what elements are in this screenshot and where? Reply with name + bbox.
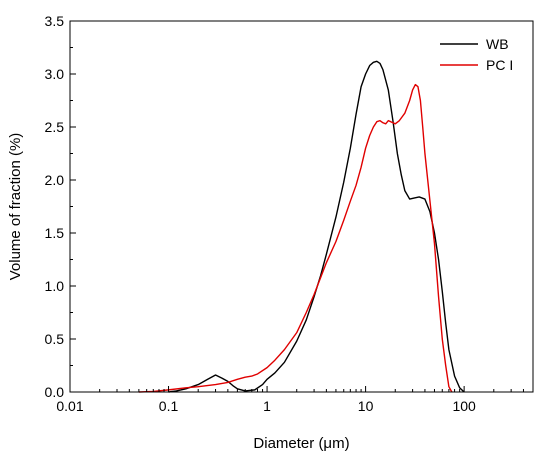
axis-tick-labels: 0.01 0.1 1 10 100 0.0 0.5 1.0 1.5 2.0 2.5 3.0 3.5: [45, 13, 476, 414]
y-tick-label: 2.0: [45, 172, 65, 188]
y-tick-label: 2.5: [45, 119, 65, 135]
legend-label: PC I: [486, 57, 513, 73]
y-tick-label: 1.0: [45, 278, 65, 294]
axis-ticks: [69, 20, 524, 393]
y-tick-label: 0.0: [45, 384, 65, 400]
x-axis-title: Diameter (μm): [253, 435, 349, 452]
plot-area: [138, 60, 465, 393]
x-tick-label: 10: [358, 398, 374, 414]
series-line-pc-i: [138, 83, 453, 393]
legend: WB PC I: [440, 36, 513, 73]
legend-label: WB: [486, 36, 509, 52]
x-tick-label: 100: [452, 398, 476, 414]
y-tick-label: 0.5: [45, 331, 65, 347]
x-tick-label: 0.01: [56, 398, 83, 414]
y-tick-label: 3.0: [45, 66, 65, 82]
series-line-wb: [168, 60, 465, 393]
x-tick-label: 1: [263, 398, 271, 414]
y-tick-label: 1.5: [45, 225, 65, 241]
x-tick-label: 0.1: [159, 398, 179, 414]
plot-frame: [69, 20, 534, 393]
y-tick-label: 3.5: [45, 13, 65, 29]
y-axis-title: Volume of fraction (%): [7, 133, 24, 281]
